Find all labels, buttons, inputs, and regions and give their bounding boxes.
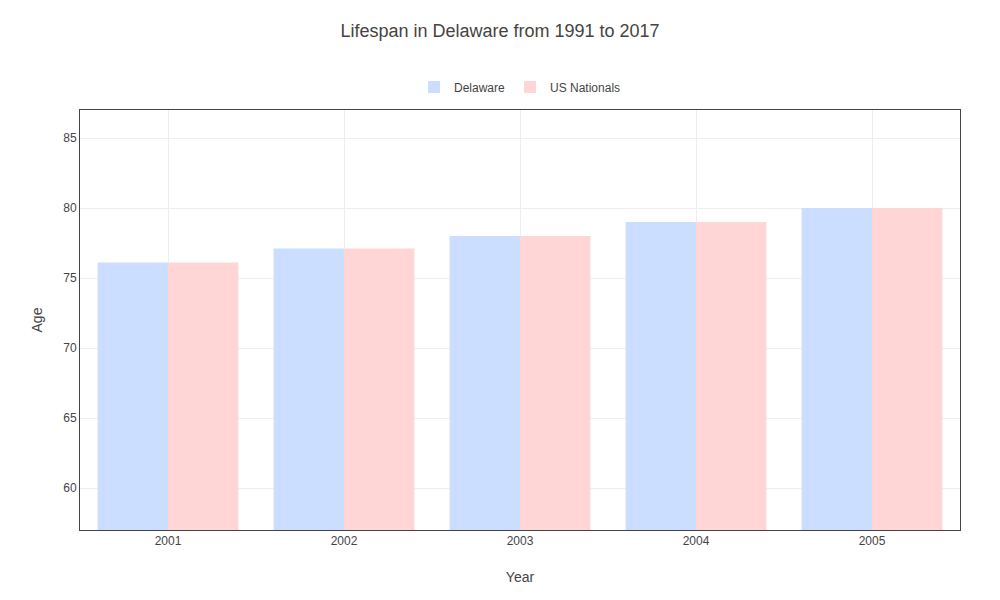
svg-text:2002: 2002: [331, 534, 358, 548]
svg-text:80: 80: [63, 201, 77, 215]
svg-text:60: 60: [63, 481, 77, 495]
svg-text:Lifespan in Delaware from 1991: Lifespan in Delaware from 1991 to 2017: [340, 21, 659, 41]
svg-text:US Nationals: US Nationals: [550, 81, 620, 95]
svg-text:2004: 2004: [683, 534, 710, 548]
svg-text:2001: 2001: [155, 534, 182, 548]
svg-text:Year: Year: [506, 569, 535, 585]
svg-text:65: 65: [63, 411, 77, 425]
svg-text:2005: 2005: [859, 534, 886, 548]
svg-text:85: 85: [63, 131, 77, 145]
svg-text:75: 75: [63, 271, 77, 285]
svg-text:2003: 2003: [507, 534, 534, 548]
svg-text:Delaware: Delaware: [454, 81, 505, 95]
svg-text:Age: Age: [29, 307, 45, 332]
svg-text:70: 70: [63, 341, 77, 355]
